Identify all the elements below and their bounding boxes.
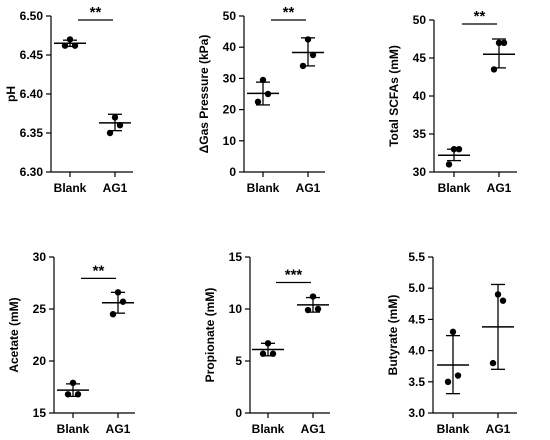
y-tick-label: 6.30 xyxy=(20,165,44,179)
y-tick-label: 35 xyxy=(413,127,427,141)
category-label: AG1 xyxy=(301,422,326,436)
category-label: AG1 xyxy=(486,422,511,436)
data-point xyxy=(114,289,122,296)
data-point xyxy=(445,161,453,168)
y-axis-title: Total SCFAs (mM) xyxy=(387,45,401,147)
data-point xyxy=(299,62,307,70)
y-tick-label: 50 xyxy=(223,9,237,23)
y-tick-label: 10 xyxy=(229,302,243,316)
data-point xyxy=(106,129,114,137)
significance-label: *** xyxy=(285,267,303,284)
data-point xyxy=(119,298,127,305)
y-axis-title: pH xyxy=(4,86,18,102)
category-label: Blank xyxy=(57,422,90,436)
data-point xyxy=(269,350,277,357)
y-tick-label: 5 xyxy=(235,354,242,368)
data-point xyxy=(490,66,498,73)
data-point xyxy=(69,379,77,387)
y-tick-label: 10 xyxy=(223,134,237,148)
panel-1: 6.30 6.35 6.40 6.45 6.50 Blank AG1 pH ** xyxy=(4,4,133,195)
y-tick-label: 45 xyxy=(413,51,427,65)
category-label: Blank xyxy=(438,181,471,195)
y-axis-title: Acetate (mM) xyxy=(7,297,21,372)
data-point xyxy=(64,391,72,398)
significance-label: ** xyxy=(283,4,295,21)
category-label: AG1 xyxy=(106,422,131,436)
y-tick-label: 4.5 xyxy=(408,312,425,326)
panel-4: 15 20 25 30 Blank AG1 Acetate (mM) ** xyxy=(7,250,135,436)
y-tick-label: 15 xyxy=(33,406,47,420)
data-point xyxy=(449,328,457,336)
panel-2: 0 10 20 30 40 50 Blank AG1 ΔGas Pressure (kPa) ** xyxy=(197,4,325,195)
category-label: AG1 xyxy=(296,181,321,195)
data-point xyxy=(109,311,117,318)
y-tick-label: 4.0 xyxy=(408,344,425,358)
data-point xyxy=(264,90,272,98)
category-label: Blank xyxy=(252,422,285,436)
data-point xyxy=(450,146,458,153)
data-point xyxy=(304,36,312,43)
panel-6: 3.0 3.5 4.0 4.5 5.0 5.5 Blank AG1 Butyrate (mM) xyxy=(386,250,517,436)
y-tick-label: 6.45 xyxy=(20,48,44,62)
y-tick-label: 30 xyxy=(33,250,47,264)
data-point xyxy=(499,297,507,304)
data-point xyxy=(304,306,312,314)
y-tick-label: 0 xyxy=(229,165,236,179)
data-point xyxy=(455,146,463,153)
data-point xyxy=(494,291,502,298)
data-point xyxy=(111,114,119,121)
y-tick-label: 15 xyxy=(229,250,243,264)
category-label: AG1 xyxy=(487,181,512,195)
y-axis-title: ΔGas Pressure (kPa) xyxy=(197,35,211,154)
data-point xyxy=(495,39,503,46)
y-tick-label: 3.0 xyxy=(408,406,425,420)
y-tick-label: 40 xyxy=(413,89,427,103)
category-label: Blank xyxy=(437,422,470,436)
data-point xyxy=(309,51,317,59)
data-point xyxy=(264,340,272,347)
y-tick-label: 3.5 xyxy=(408,375,425,389)
y-tick-label: 25 xyxy=(33,302,47,316)
y-tick-label: 5.0 xyxy=(408,281,425,295)
y-tick-label: 6.35 xyxy=(20,126,44,140)
y-axis-title: Butyrate (mM) xyxy=(386,295,400,376)
y-tick-label: 50 xyxy=(413,13,427,27)
data-point xyxy=(454,372,462,379)
y-tick-label: 6.50 xyxy=(20,9,44,23)
significance-label: ** xyxy=(93,262,105,279)
data-point xyxy=(309,293,317,300)
data-point xyxy=(444,378,452,385)
data-point xyxy=(259,76,267,84)
y-tick-label: 0 xyxy=(235,406,242,420)
data-point xyxy=(314,305,322,313)
y-tick-label: 30 xyxy=(223,71,237,85)
significance-label: ** xyxy=(90,4,102,21)
data-point xyxy=(254,98,262,106)
data-point xyxy=(500,39,508,46)
panel-5: 0 5 10 15 Blank AG1 Propionate (mM) *** xyxy=(203,250,330,436)
data-point xyxy=(66,36,74,43)
y-tick-label: 20 xyxy=(33,354,47,368)
category-label: AG1 xyxy=(103,181,128,195)
data-point xyxy=(61,42,69,49)
y-tick-label: 6.40 xyxy=(20,87,44,101)
data-point xyxy=(489,359,497,367)
y-tick-label: 40 xyxy=(223,40,237,54)
y-tick-label: 20 xyxy=(223,103,237,117)
y-axis-title: Propionate (mM) xyxy=(203,288,217,383)
category-label: Blank xyxy=(247,181,280,195)
category-label: Blank xyxy=(54,181,87,195)
significance-label: ** xyxy=(474,8,486,25)
data-point xyxy=(74,391,82,398)
y-tick-label: 5.5 xyxy=(408,250,425,264)
data-point xyxy=(259,350,267,357)
y-tick-label: 30 xyxy=(413,165,427,179)
panel-3: 30 35 40 45 50 Blank AG1 Total SCFAs (mM) ** xyxy=(387,8,517,195)
data-point xyxy=(71,42,79,49)
data-point xyxy=(116,122,124,129)
